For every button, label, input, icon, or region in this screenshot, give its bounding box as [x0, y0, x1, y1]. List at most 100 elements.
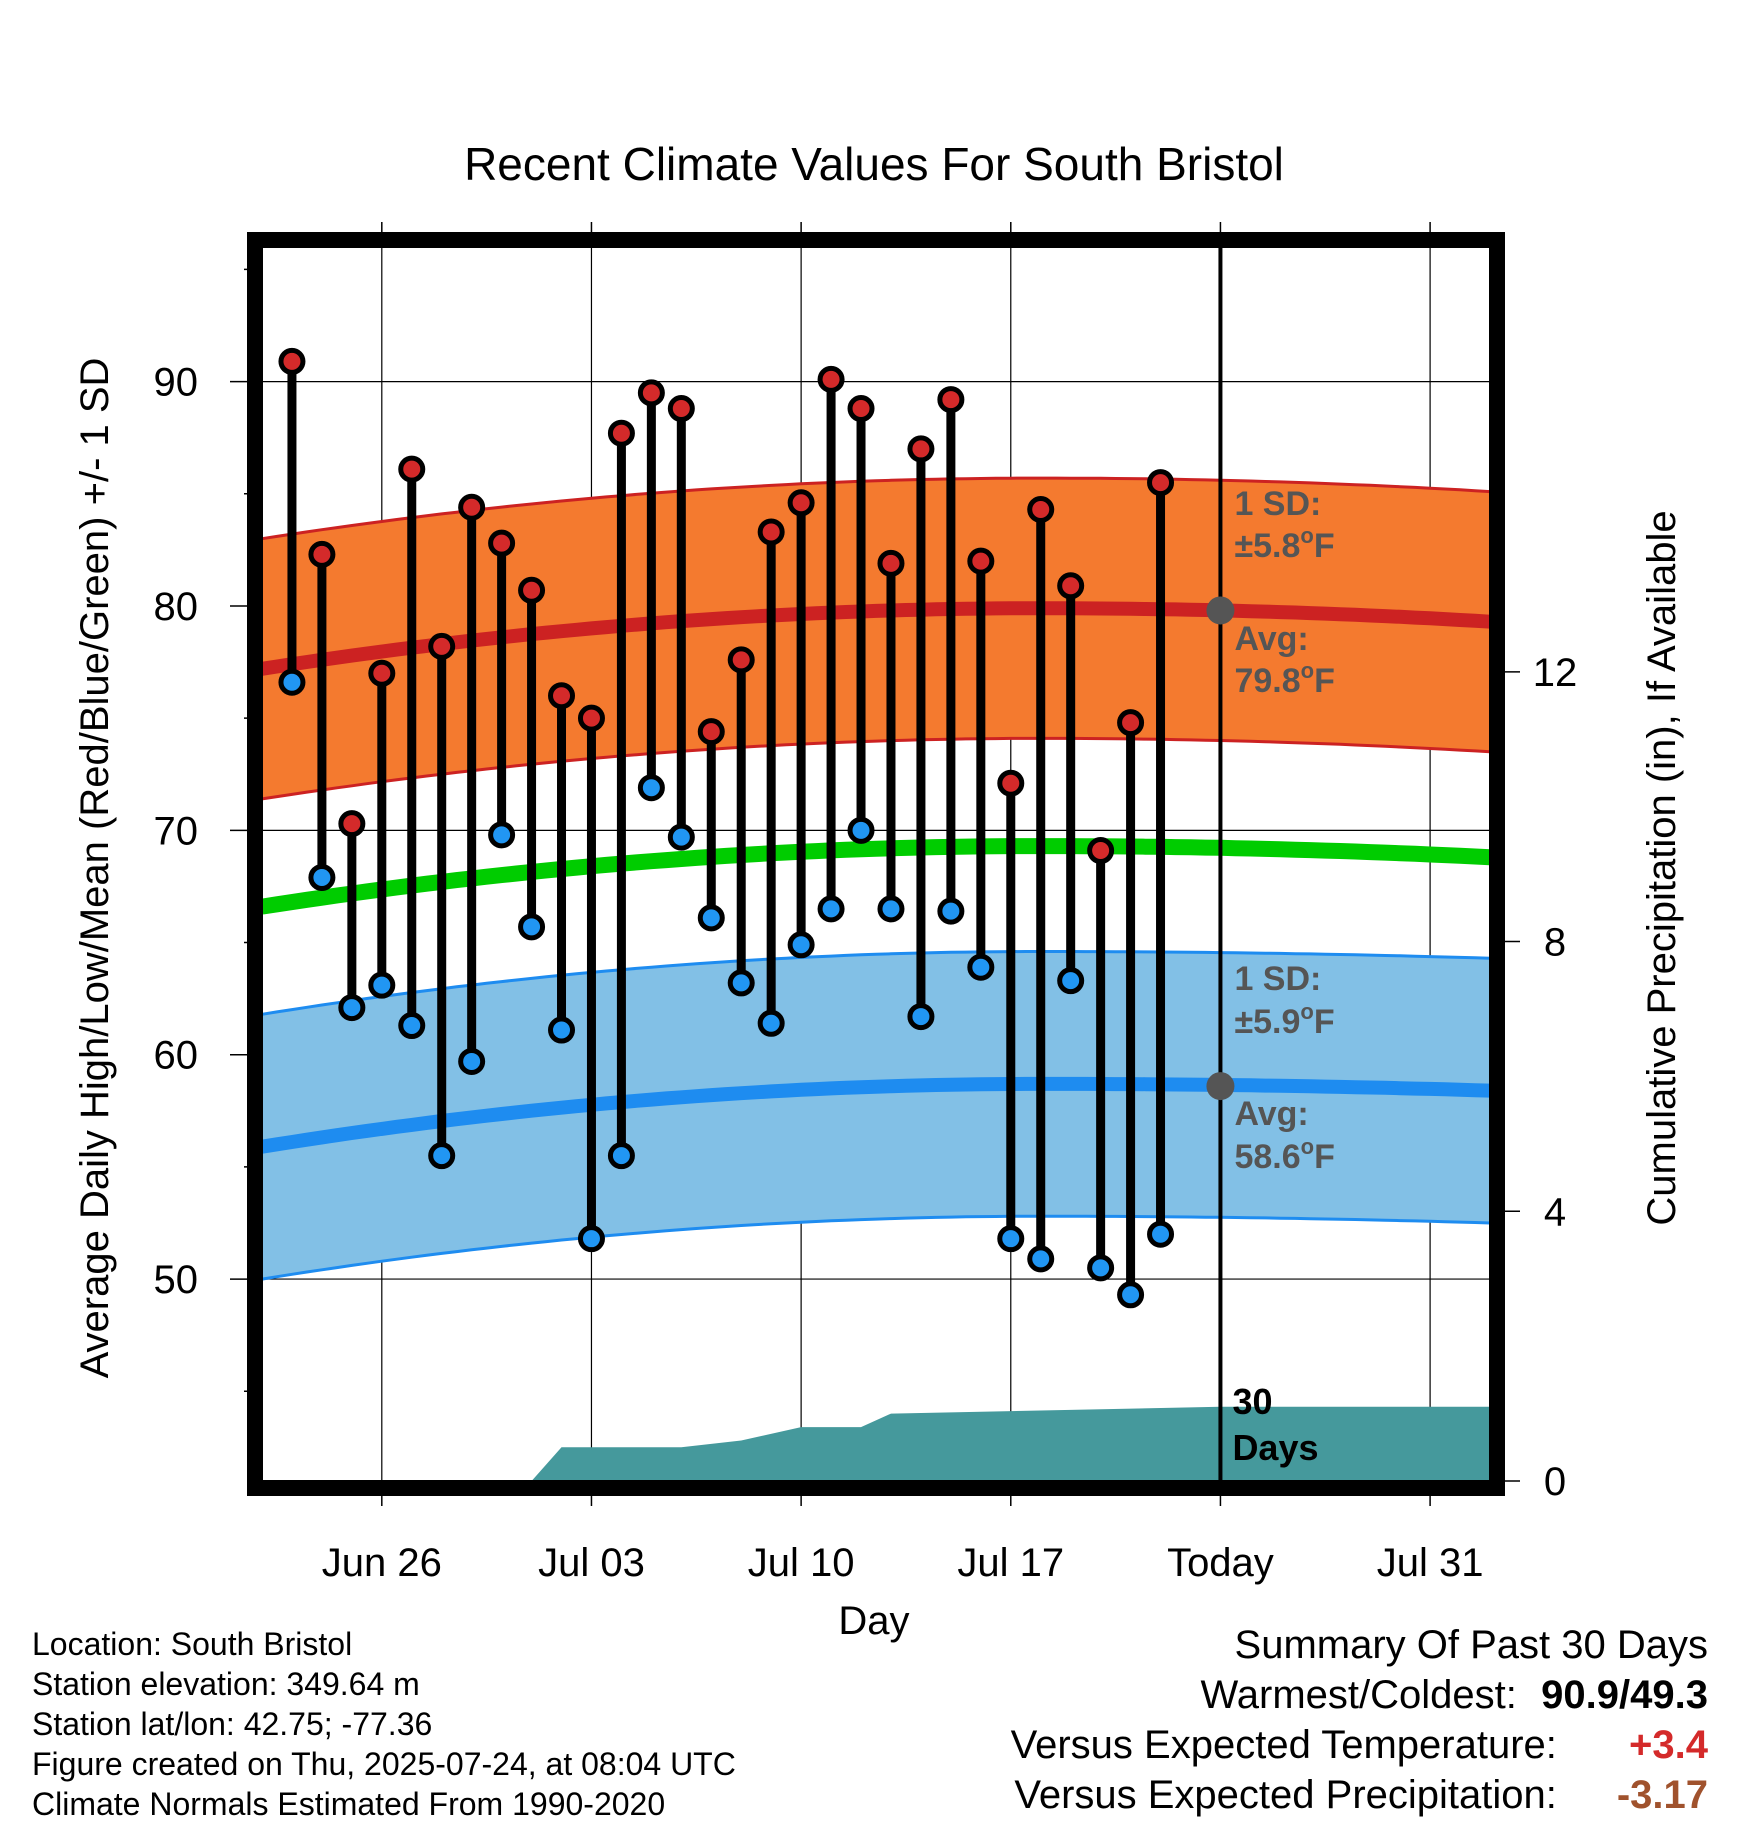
daily-low-point — [907, 1003, 935, 1031]
daily-low-point — [458, 1047, 486, 1075]
daily-high-point — [1087, 837, 1115, 865]
x-tick-label: Jun 26 — [322, 1541, 442, 1585]
high-normal-line — [260, 601, 1491, 676]
mean-normal-line — [260, 838, 1491, 915]
high-sd-value: ±5.8oF — [1234, 523, 1334, 565]
daily-high-point — [667, 395, 695, 423]
daily-low-point — [488, 821, 516, 849]
daily-high-point — [907, 435, 935, 463]
daily-low-point — [967, 953, 995, 981]
low-sd-upper-line — [261, 950, 1491, 1016]
daily-high-point — [997, 769, 1025, 797]
warm-cold-label: Warmest/Coldest: — [1200, 1673, 1517, 1717]
daily-high-point — [518, 576, 546, 604]
daily-high-point — [1117, 709, 1145, 737]
x-tick-label: Jul 31 — [1377, 1541, 1484, 1585]
summary-warm-cold: Warmest/Coldest: 90.9/49.3 — [1011, 1670, 1709, 1720]
high-avg-value: 79.8oF — [1234, 658, 1334, 700]
daily-low-point — [667, 823, 695, 851]
daily-high-point — [338, 810, 366, 838]
daily-low-point — [548, 1016, 576, 1044]
daily-low-point — [787, 931, 815, 959]
y2-tick-label: 0 — [1544, 1460, 1566, 1504]
chart-title: Recent Climate Values For South Bristol — [464, 138, 1284, 190]
daily-high-point — [817, 365, 845, 393]
x-tick-label: Jul 03 — [538, 1541, 645, 1585]
low-sd-lower-line — [261, 1214, 1491, 1281]
plot-frame — [247, 232, 1505, 1496]
daily-low-point — [877, 895, 905, 923]
daily-low-point — [577, 1225, 605, 1253]
info-normals: Climate Normals Estimated From 1990-2020 — [32, 1786, 666, 1822]
daily-high-point — [577, 704, 605, 732]
daily-low-point — [1027, 1245, 1055, 1273]
y-tick-label: 60 — [154, 1034, 199, 1078]
y-axis-label: Average Daily High/Low/Mean (Red/Blue/Gr… — [73, 358, 117, 1379]
daily-high-point — [1027, 496, 1055, 524]
station-info: Location: South Bristol Station elevatio… — [32, 1624, 736, 1824]
x-tick-label: Jul 10 — [748, 1541, 855, 1585]
summary-temp: Versus Expected Temperature: +3.4 — [1011, 1720, 1708, 1770]
warm-cold-value: 90.9/49.3 — [1541, 1673, 1708, 1717]
daily-high-point — [967, 547, 995, 575]
high-avg-label: Avg: — [1234, 620, 1308, 658]
daily-high-point — [368, 659, 396, 687]
high-sd-lower-line — [261, 736, 1491, 801]
daily-high-point — [697, 718, 725, 746]
daily-low-point — [757, 1009, 785, 1037]
precip-label: Versus Expected Precipitation: — [1014, 1773, 1557, 1817]
daily-high-point — [847, 395, 875, 423]
daily-high-point — [398, 455, 426, 483]
low-avg-value: 58.6oF — [1234, 1134, 1334, 1176]
y2-tick-label: 8 — [1544, 921, 1566, 965]
y2-axis-label: Cumulative Precipitation (in), If Availa… — [1640, 510, 1684, 1225]
daily-stems — [278, 347, 1175, 1309]
summary-panel: Summary Of Past 30 Days Warmest/Coldest:… — [1011, 1620, 1708, 1820]
x-tick-label: Jul 17 — [957, 1541, 1064, 1585]
today-days-label: Days — [1232, 1427, 1318, 1468]
daily-low-point — [308, 863, 336, 891]
high-sd-band — [262, 478, 1490, 799]
daily-low-point — [398, 1012, 426, 1040]
today-low-avg-dot — [1206, 1072, 1235, 1101]
today-days-label: 30 — [1232, 1381, 1272, 1422]
today-high-avg-dot — [1206, 596, 1235, 625]
daily-low-point — [368, 971, 396, 999]
daily-high-point — [458, 493, 486, 521]
temp-label: Versus Expected Temperature: — [1010, 1723, 1557, 1767]
y2-tick-label: 4 — [1544, 1190, 1566, 1234]
daily-low-point — [727, 969, 755, 997]
daily-low-point — [937, 897, 965, 925]
daily-low-point — [817, 895, 845, 923]
summary-heading: Summary Of Past 30 Days — [1234, 1623, 1708, 1667]
info-location: Location: South Bristol — [32, 1626, 353, 1662]
daily-low-point — [1147, 1220, 1175, 1248]
daily-high-point — [937, 386, 965, 414]
daily-high-point — [637, 379, 665, 407]
daily-high-point — [787, 489, 815, 517]
info-elevation: Station elevation: 349.64 m — [32, 1666, 420, 1702]
precip-area — [262, 1406, 1490, 1481]
daily-high-point — [1147, 469, 1175, 497]
daily-low-point — [1057, 967, 1085, 995]
daily-low-point — [518, 913, 546, 941]
summary-precip: Versus Expected Precipitation: -3.17 — [1011, 1770, 1708, 1820]
daily-low-point — [637, 774, 665, 802]
plot-border — [247, 232, 1505, 1496]
daily-high-point — [607, 419, 635, 447]
precip-value: -3.17 — [1616, 1773, 1708, 1817]
y-tick-label: 80 — [154, 585, 199, 629]
precip-fill — [262, 1406, 1490, 1481]
daily-low-point — [607, 1142, 635, 1170]
low-avg-label: Avg: — [1234, 1095, 1308, 1133]
daily-high-point — [278, 347, 306, 375]
daily-low-point — [428, 1142, 456, 1170]
today-marker: 30 Days — [1206, 247, 1319, 1481]
y2-tick-label: 12 — [1533, 651, 1578, 695]
daily-low-point — [847, 816, 875, 844]
info-created: Figure created on Thu, 2025-07-24, at 08… — [32, 1746, 736, 1782]
daily-low-point — [997, 1225, 1025, 1253]
daily-high-point — [727, 646, 755, 674]
